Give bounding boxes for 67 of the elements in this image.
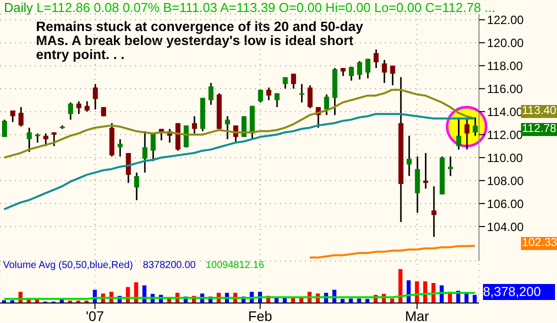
candlestick [68, 102, 74, 120]
candlestick [92, 83, 98, 110]
chart-subtitle: L=112.86 0.08 0.07% B=111.03 A=113.39 O=0.00 Hi=0.00 Lo=0.00 C=112.78 ... [36, 0, 496, 15]
candlestick [299, 83, 304, 104]
annotation: 8378200.00 [142, 260, 196, 271]
candlestick [382, 59, 387, 84]
text: 8,378,200 [483, 284, 555, 300]
y-tick-label: 108.00 [487, 174, 524, 188]
candlestick [456, 116, 462, 150]
candlestick [390, 64, 396, 86]
y-tick-label: 110.00 [487, 150, 524, 165]
x-tick-label: '07 [86, 308, 104, 323]
candlestick [324, 94, 330, 116]
text: 113.40 [521, 104, 557, 118]
candlestick [291, 72, 296, 90]
candlestick [365, 58, 370, 80]
candlestick [431, 186, 436, 238]
bar [357, 298, 362, 303]
candlestick [308, 84, 313, 109]
candlestick [126, 152, 131, 184]
candlestick [242, 115, 246, 138]
candlestick [118, 138, 123, 158]
candlestick [266, 86, 272, 101]
x-tick-label: Feb [248, 308, 272, 323]
annotation: Remains stuck at convergence of its 20 and 50-day MAs. A break below yesterday's low is ideal short entry point. . . [36, 19, 364, 62]
y-tick-label: 106.00 [487, 196, 524, 211]
bar [390, 298, 394, 303]
candlestick [258, 89, 264, 104]
candlestick [208, 82, 214, 106]
candlestick [84, 100, 90, 112]
line-series [308, 244, 476, 259]
candlestick [348, 66, 354, 82]
candlestick [464, 116, 470, 150]
candlestick [142, 130, 148, 174]
y-tick-label: 120.00 [487, 36, 524, 50]
y-tick-label: 104.00 [487, 220, 524, 234]
line-series [3, 88, 476, 159]
candlestick [18, 106, 24, 128]
candlestick [192, 115, 197, 134]
candlestick [423, 152, 428, 190]
candlestick [472, 116, 478, 137]
candlestick [35, 132, 40, 144]
candlestick [406, 135, 412, 177]
chart-title: Daily [4, 0, 33, 15]
x-tick-label: Mar [405, 308, 430, 323]
candlestick [282, 76, 288, 90]
y-tick-label: 122.00 [487, 13, 524, 28]
candlestick [357, 60, 362, 80]
y-tick-label: 118.00 [487, 58, 524, 73]
y-tick-label: 116.00 [487, 82, 524, 96]
candlestick [150, 132, 156, 162]
line-series [3, 112, 476, 210]
candlestick [224, 115, 230, 140]
candlestick [2, 118, 7, 138]
candlestick [76, 100, 82, 115]
bar [348, 298, 353, 303]
candlestick [274, 92, 280, 108]
annotation: 10094812.16 [206, 260, 264, 271]
bar [472, 294, 477, 303]
candlestick [134, 172, 140, 201]
candlestick [374, 48, 379, 69]
bar [398, 269, 402, 303]
text: 102.33 [521, 236, 557, 250]
candlestick [26, 126, 32, 153]
chart-title: Volume Avg (50,50,blue,Red) [3, 260, 133, 271]
candlestick [10, 110, 16, 123]
text: 112.78 [521, 122, 557, 136]
